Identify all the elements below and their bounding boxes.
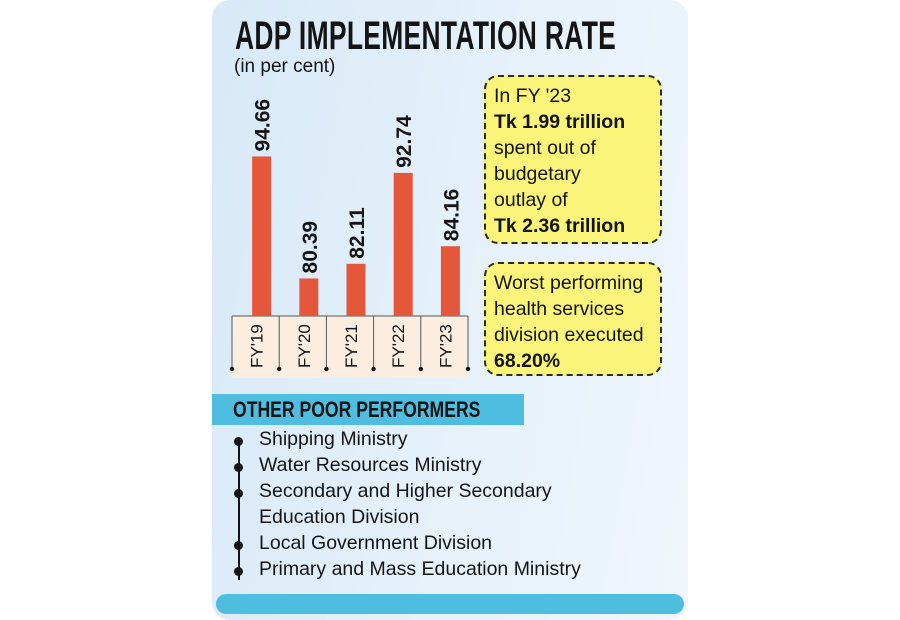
bar-fy21 [346, 263, 366, 316]
data-label: 82.11 [346, 207, 369, 259]
fy23-callout: In FY '23 Tk 1.99 trillion spent out of … [484, 75, 662, 244]
bottom-banner [216, 594, 684, 614]
bar-chart: 94.66 FY'19 80.39 FY'20 82.11 FY'21 92.74 FY'22… [229, 99, 471, 378]
divider-dot [465, 366, 471, 372]
bar-fy19 [252, 156, 272, 316]
timeline-line [238, 440, 240, 580]
callout-line: Tk 1.99 trillion [494, 111, 626, 133]
list-item: Shipping Ministry [259, 428, 408, 450]
list-item: Secondary and Higher Secondary [259, 480, 552, 502]
list-item: Water Resources Ministry [259, 454, 482, 476]
callout-line: Tk 2.36 trillion [494, 215, 626, 237]
callout-line: division executed [494, 324, 644, 346]
bar-fy23 [440, 246, 460, 316]
poor-performers-heading: OTHER POOR PERFORMERS [233, 397, 481, 422]
divider-dot [371, 366, 376, 372]
callout-line: outlay of [494, 189, 568, 211]
callout-line: 68.20% [494, 350, 561, 372]
category-label: FY'23 [436, 324, 455, 368]
callout-line: spent out of [494, 137, 596, 159]
divider-dot [277, 366, 282, 372]
worst-performer-callout: Worst performing health services divisio… [484, 262, 662, 376]
axis-label-panel [232, 316, 468, 378]
list-item: Primary and Mass Education Ministry [259, 558, 581, 580]
bullet-icon [234, 437, 243, 446]
divider-dot [324, 366, 329, 372]
callout-line: budgetary [494, 163, 581, 185]
bar-fy22 [393, 172, 413, 316]
category-label: FY'22 [389, 324, 408, 368]
data-label: 94.66 [252, 99, 275, 152]
category-label: FY'21 [342, 324, 361, 368]
category-label: FY'19 [248, 324, 267, 368]
list-item: Education Division [259, 506, 420, 528]
chart-title: ADP IMPLEMENTATION RATE [235, 14, 617, 58]
bar-fy20 [299, 278, 319, 316]
callout-line: Worst performing [494, 272, 644, 294]
data-label: 92.74 [393, 115, 416, 168]
bullet-icon [234, 541, 243, 550]
data-label: 84.16 [440, 189, 463, 242]
divider-dot [418, 366, 423, 372]
callout-line: In FY '23 [494, 85, 572, 107]
callout-line: health services [494, 298, 625, 320]
bullet-icon [234, 463, 243, 472]
category-label: FY'20 [295, 324, 314, 368]
list-item: Local Government Division [259, 532, 493, 554]
divider-dot [229, 366, 235, 372]
poor-performers-banner: OTHER POOR PERFORMERS [212, 394, 524, 425]
bullet-icon [234, 567, 243, 576]
data-label: 80.39 [299, 221, 322, 274]
bullet-icon [234, 489, 243, 498]
chart-subtitle: (in per cent) [234, 56, 336, 77]
